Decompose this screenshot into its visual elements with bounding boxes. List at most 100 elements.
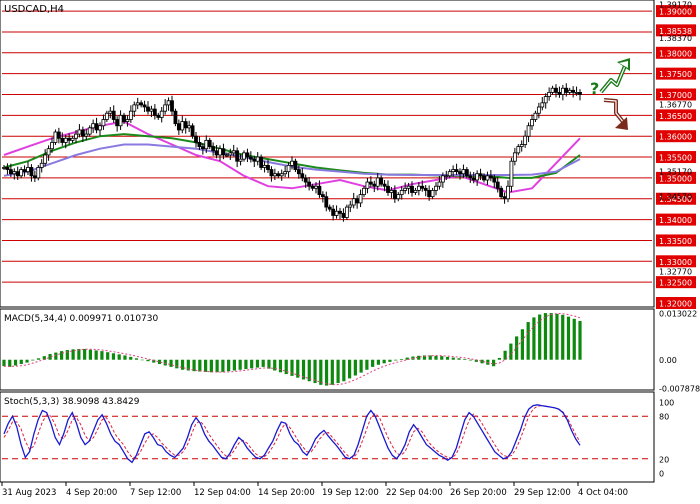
candle-body [224, 154, 229, 157]
candle-body [461, 169, 466, 175]
macd-bar [301, 359, 306, 380]
candle [235, 147, 240, 168]
candle-body [362, 187, 366, 195]
candle [324, 191, 329, 212]
candle-body [471, 177, 476, 181]
macd-bar [94, 350, 98, 360]
candle [53, 129, 58, 145]
candle [26, 161, 30, 175]
macd-bar [88, 349, 92, 360]
candle [427, 185, 432, 201]
candle-body [149, 108, 154, 112]
candle [32, 170, 37, 183]
candle-body [410, 185, 414, 193]
candle-body [530, 119, 534, 127]
candle [482, 173, 486, 183]
macd-bar [284, 359, 288, 375]
candle-body [8, 169, 13, 175]
candle-body [200, 146, 205, 150]
macd-bar [25, 359, 29, 363]
macd-tick-label: -0.007878 [659, 385, 700, 394]
macd-bar [111, 353, 116, 360]
price-axis: 1.39000 1.38538 1.38000 1.37500 1.37000 1.365… [656, 1, 696, 309]
candle-body [12, 171, 17, 175]
candle-body [389, 190, 394, 193]
candle [63, 134, 68, 149]
candle [355, 195, 360, 209]
candle-body [194, 135, 198, 143]
candle-body [334, 210, 339, 216]
candle-body [91, 123, 96, 129]
price-tag-box [656, 192, 696, 205]
macd-bar [313, 359, 317, 384]
candle [132, 101, 137, 118]
candle [492, 174, 497, 188]
macd-bar [278, 359, 283, 373]
macd-bar [232, 359, 236, 371]
candle-body [440, 175, 445, 183]
candle [303, 174, 308, 188]
candle [314, 182, 318, 194]
candle [317, 180, 322, 198]
candle [91, 119, 96, 133]
candle-body [53, 131, 58, 143]
macd-bar [451, 357, 455, 360]
price-tag-box [656, 130, 696, 143]
candle-body [214, 150, 219, 156]
candle-body [437, 181, 442, 187]
candle-body [211, 146, 216, 152]
candle [396, 192, 401, 202]
candle [338, 207, 342, 220]
price-tag-box [656, 151, 696, 164]
x-tick-label: 4 Sep 20:00 [66, 488, 117, 498]
up-arrow-icon [599, 58, 630, 94]
macd-tick-label: 0.013022 [659, 310, 697, 319]
candle [341, 208, 346, 222]
candle [547, 87, 552, 101]
macd-bar [336, 359, 340, 384]
candle [207, 137, 212, 150]
candle [111, 105, 116, 123]
macd-bar [324, 359, 329, 386]
stoch-tick-label: 20 [659, 455, 669, 464]
macd-bar [31, 359, 35, 361]
candle [437, 176, 442, 190]
candle [173, 108, 178, 127]
candle-body [163, 104, 168, 112]
macd-bar [480, 359, 484, 364]
macd-axis: 0.013022 0.00 -0.007878 [659, 310, 700, 394]
macd-bar [13, 359, 18, 366]
macd-bar [250, 359, 254, 369]
candle [327, 204, 332, 212]
candle [348, 200, 353, 213]
candle [228, 148, 233, 160]
candle [180, 115, 185, 134]
candle-body [56, 131, 61, 139]
candle [218, 145, 222, 161]
x-tick-label: 22 Sep 04:00 [386, 488, 443, 498]
candle-body [248, 156, 253, 160]
candle-body [293, 160, 298, 170]
x-tick-label: 4 Oct 04:00 [578, 488, 628, 498]
candle-body [516, 146, 521, 154]
candle [523, 130, 528, 148]
candle-body [420, 185, 425, 189]
candle-body [444, 175, 449, 178]
candle [434, 182, 438, 196]
macd-bar [215, 359, 219, 373]
candle [50, 137, 54, 153]
candle-body [183, 121, 188, 129]
candle [430, 187, 435, 200]
candle [512, 147, 517, 166]
candle-body [276, 173, 281, 177]
candle-body [272, 173, 277, 177]
price-tag-label: 1.34500 [659, 195, 692, 204]
macd-bar [348, 359, 352, 379]
candle-body [499, 187, 504, 198]
candle [300, 167, 305, 182]
candle [574, 86, 579, 96]
candle-body [399, 190, 404, 195]
candle [406, 182, 411, 195]
macd-bar [561, 314, 565, 360]
candle-body [259, 156, 264, 168]
